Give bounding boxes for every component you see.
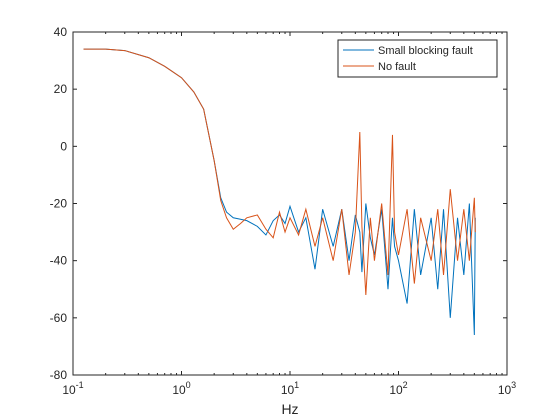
y-tick-label: 20 bbox=[54, 82, 68, 96]
legend-label: No fault bbox=[378, 61, 416, 73]
series-line bbox=[83, 48, 476, 295]
y-tick-label: -80 bbox=[50, 368, 68, 382]
legend-label: Small blocking fault bbox=[378, 45, 473, 57]
x-tick-label: 103 bbox=[498, 380, 516, 397]
y-tick-label: 0 bbox=[60, 139, 67, 153]
y-tick-label: 40 bbox=[54, 25, 68, 39]
x-tick-label: 10-1 bbox=[62, 380, 83, 397]
y-tick-label: -60 bbox=[50, 311, 68, 325]
y-tick-label: -40 bbox=[50, 254, 68, 268]
x-tick-label: 102 bbox=[389, 380, 407, 397]
x-tick-label: 100 bbox=[172, 380, 190, 397]
plot-area bbox=[73, 32, 507, 375]
legend-box bbox=[337, 39, 498, 78]
y-tick-label: -20 bbox=[50, 197, 68, 211]
x-tick-label: 101 bbox=[281, 380, 299, 397]
axes-box bbox=[72, 31, 508, 376]
x-axis-label: Hz bbox=[281, 401, 298, 417]
